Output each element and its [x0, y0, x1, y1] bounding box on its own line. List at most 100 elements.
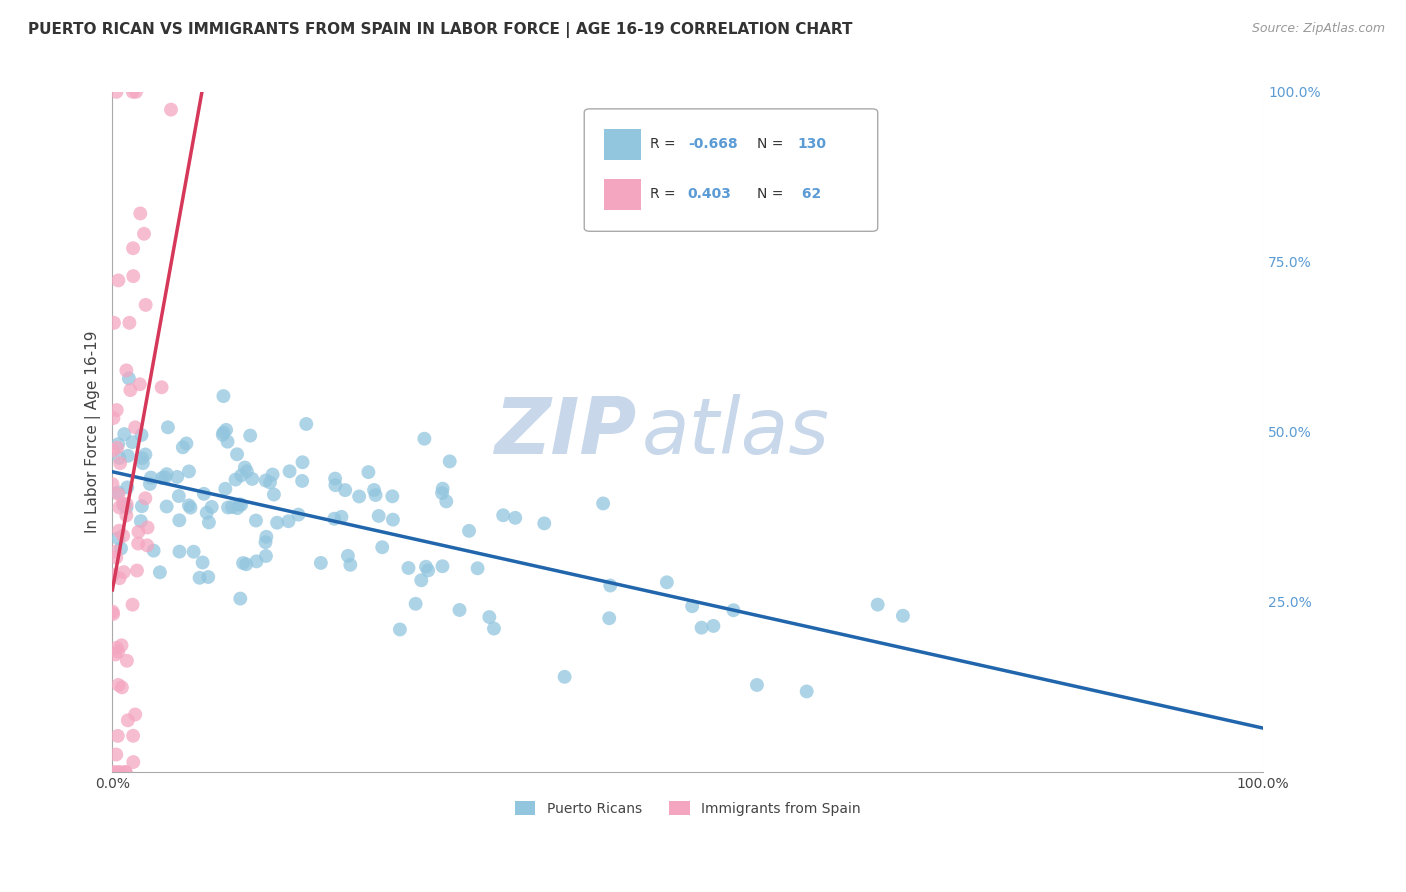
Point [110, 638, 132, 652]
Point [430, 486, 453, 500]
Text: Source: ZipAtlas.com: Source: ZipAtlas.com [1251, 22, 1385, 36]
Point [503, 511, 526, 525]
Point [212, 425, 235, 440]
Point [336, 549, 359, 563]
Point [229, 591, 252, 606]
Point [114, 765, 136, 780]
Point [364, 488, 387, 502]
Point [120, 383, 142, 397]
Point [796, 684, 818, 698]
Point [434, 494, 457, 508]
Point [254, 530, 277, 544]
Point [533, 516, 555, 531]
Point [177, 499, 200, 513]
Point [226, 501, 249, 516]
Text: 0.403: 0.403 [688, 187, 731, 201]
Point [201, 500, 224, 514]
Point [188, 571, 211, 585]
Point [339, 558, 361, 572]
Point [197, 570, 219, 584]
Point [259, 475, 281, 490]
Point [217, 500, 239, 515]
Point [122, 755, 145, 769]
Point [432, 482, 454, 496]
Point [231, 468, 253, 483]
Point [129, 514, 152, 528]
Point [101, 607, 124, 621]
Point [117, 480, 139, 494]
Point [122, 729, 145, 743]
Text: 62: 62 [797, 187, 821, 201]
Point [107, 678, 129, 692]
Point [439, 454, 461, 468]
Point [105, 640, 128, 655]
Point [432, 559, 454, 574]
Point [131, 451, 153, 466]
Point [231, 498, 253, 512]
Point [107, 273, 129, 287]
Point [599, 578, 621, 592]
Point [104, 544, 127, 558]
Point [221, 500, 243, 514]
Point [411, 574, 433, 588]
Point [330, 509, 353, 524]
Point [347, 490, 370, 504]
Point [183, 545, 205, 559]
Point [458, 524, 481, 538]
Point [115, 508, 138, 523]
Point [413, 432, 436, 446]
Point [122, 241, 145, 255]
Point [236, 464, 259, 478]
Point [239, 428, 262, 442]
Point [108, 456, 131, 470]
Point [104, 648, 127, 662]
Point [115, 497, 138, 511]
Point [325, 478, 347, 492]
Point [166, 470, 188, 484]
Point [702, 619, 724, 633]
Point [891, 608, 914, 623]
Point [225, 473, 247, 487]
Point [124, 707, 146, 722]
Text: PUERTO RICAN VS IMMIGRANTS FROM SPAIN IN LABOR FORCE | AGE 16-19 CORRELATION CHA: PUERTO RICAN VS IMMIGRANTS FROM SPAIN IN… [28, 22, 852, 38]
Point [125, 85, 148, 99]
Point [107, 531, 129, 545]
Point [156, 420, 179, 434]
Point [467, 561, 489, 575]
Point [101, 477, 124, 491]
Point [398, 561, 420, 575]
Point [381, 513, 404, 527]
Point [357, 465, 380, 479]
Legend: Puerto Ricans, Immigrants from Spain: Puerto Ricans, Immigrants from Spain [508, 794, 868, 823]
Point [108, 450, 131, 465]
Point [107, 437, 129, 451]
Point [681, 599, 703, 614]
Point [153, 470, 176, 484]
Point [263, 487, 285, 501]
Point [214, 482, 236, 496]
Point [160, 103, 183, 117]
Point [291, 474, 314, 488]
Point [135, 298, 157, 312]
Point [482, 622, 505, 636]
Point [108, 765, 131, 780]
Text: R =: R = [650, 187, 681, 201]
Point [323, 472, 346, 486]
Point [132, 456, 155, 470]
Point [149, 566, 172, 580]
Point [655, 575, 678, 590]
Point [195, 506, 218, 520]
Point [478, 610, 501, 624]
Point [115, 363, 138, 377]
Point [287, 508, 309, 522]
Point [371, 540, 394, 554]
Point [254, 474, 277, 488]
Point [110, 541, 132, 556]
Point [745, 678, 768, 692]
Point [172, 440, 194, 454]
Point [108, 524, 131, 538]
Point [115, 500, 138, 515]
Point [291, 455, 314, 469]
Point [103, 316, 125, 330]
Point [193, 487, 215, 501]
